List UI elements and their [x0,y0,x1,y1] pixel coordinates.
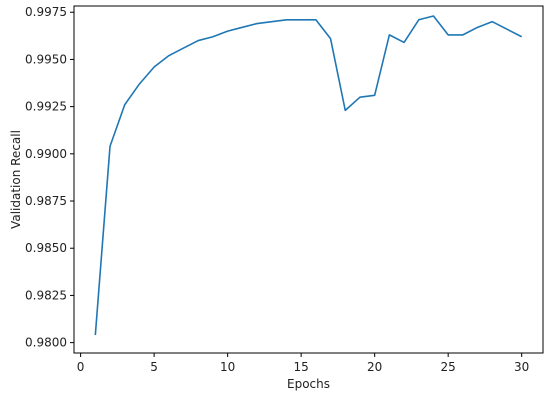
axes-frame [73,5,544,354]
data-point [359,96,361,98]
x-tick-label: 5 [150,360,158,374]
data-point [388,34,390,36]
x-tick-label: 20 [367,360,382,374]
data-point [197,40,199,42]
series-line-0 [94,15,523,336]
data-point [521,36,523,38]
y-axis-label: Validation Recall [9,130,23,229]
data-point [300,19,302,21]
data-point [271,21,273,23]
data-point [94,334,96,336]
data-point [109,145,111,147]
data-point [285,19,287,21]
data-point [432,15,434,17]
y-tick-label: 0.9950 [25,52,67,66]
data-point [403,41,405,43]
data-point [477,26,479,28]
y-axis-ticks: 0.9800 0.9825 0.9850 0.9875 0.9900 0.9925 0.99… [25,5,74,350]
data-point [506,28,508,30]
y-tick-label: 0.9925 [25,100,67,114]
data-point [491,21,493,23]
y-tick-label: 0.9975 [25,5,67,19]
data-point [447,34,449,36]
data-point [256,23,258,25]
data-point [212,36,214,38]
data-point [344,109,346,111]
data-point [183,47,185,49]
data-point [153,66,155,68]
data-point [330,38,332,40]
x-axis-label: Epochs [287,377,330,391]
y-tick-label: 0.9900 [25,147,67,161]
x-tick-label: 15 [294,360,309,374]
data-point [124,104,126,106]
plot-area [94,15,523,336]
y-tick-label: 0.9875 [25,194,67,208]
data-point [227,30,229,32]
x-tick-label: 10 [220,360,235,374]
x-tick-label: 30 [514,360,529,374]
data-point [168,55,170,57]
y-tick-label: 0.9850 [25,241,67,255]
data-point [241,26,243,28]
data-point [418,19,420,21]
x-axis-ticks: 0 5 10 15 20 25 30 [77,353,529,374]
data-point [462,34,464,36]
y-tick-label: 0.9800 [25,336,67,350]
data-point [374,94,376,96]
x-tick-label: 0 [77,360,85,374]
data-point [138,83,140,85]
y-tick-label: 0.9825 [25,288,67,302]
data-point [315,19,317,21]
x-tick-label: 25 [441,360,456,374]
